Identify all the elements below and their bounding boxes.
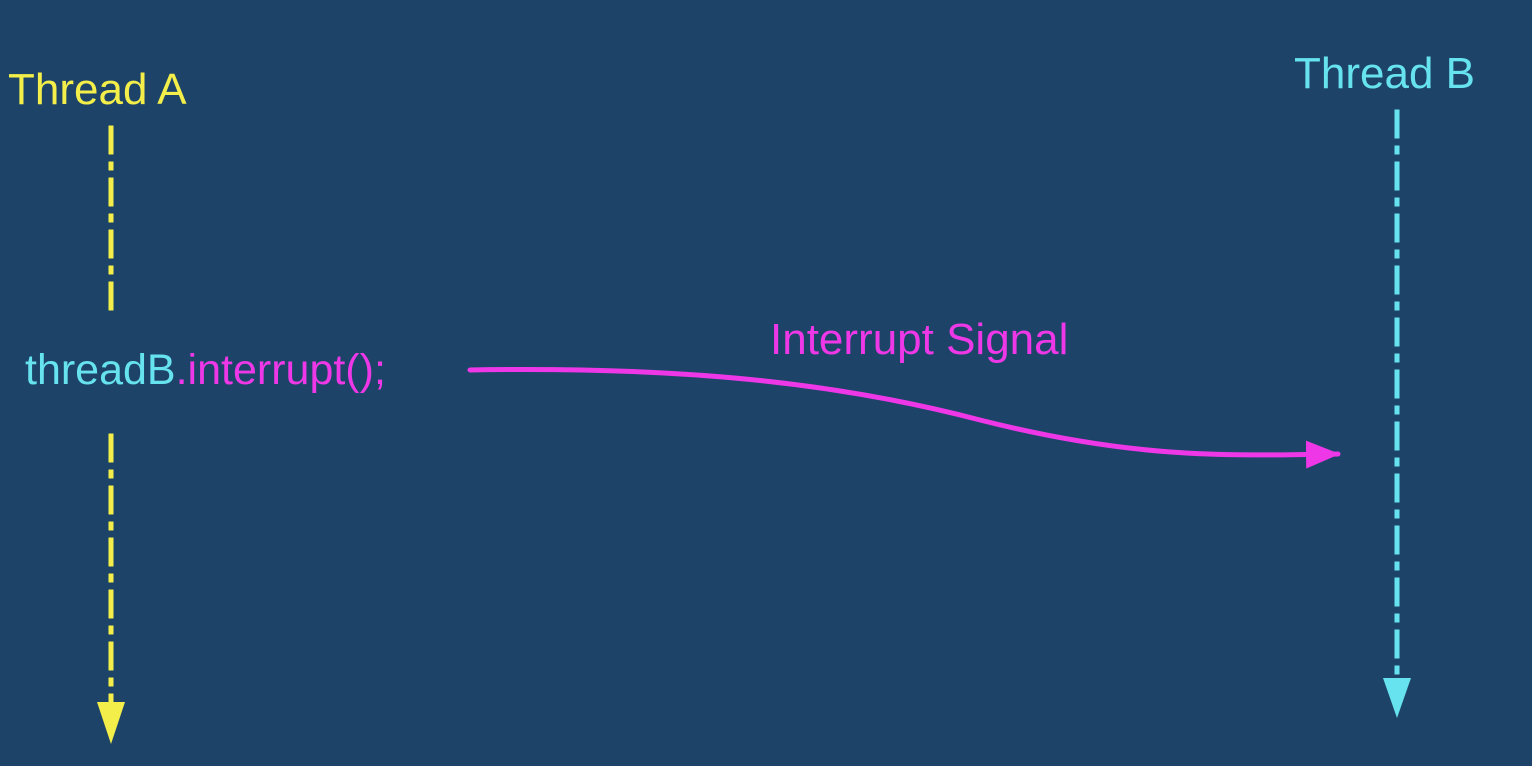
interrupt-call: threadB.interrupt();: [25, 349, 386, 392]
interrupt-signal-arrow: [467, 366, 1341, 469]
thread-b-arrowhead: [1383, 678, 1411, 718]
call-method: .interrupt();: [175, 346, 386, 394]
call-object: threadB: [25, 346, 176, 394]
interrupt-signal-label: Interrupt Signal: [770, 315, 1069, 364]
thread-a-arrowhead: [97, 702, 125, 744]
thread-a-title: Thread A: [8, 65, 187, 114]
thread-b-title: Thread B: [1294, 49, 1475, 98]
